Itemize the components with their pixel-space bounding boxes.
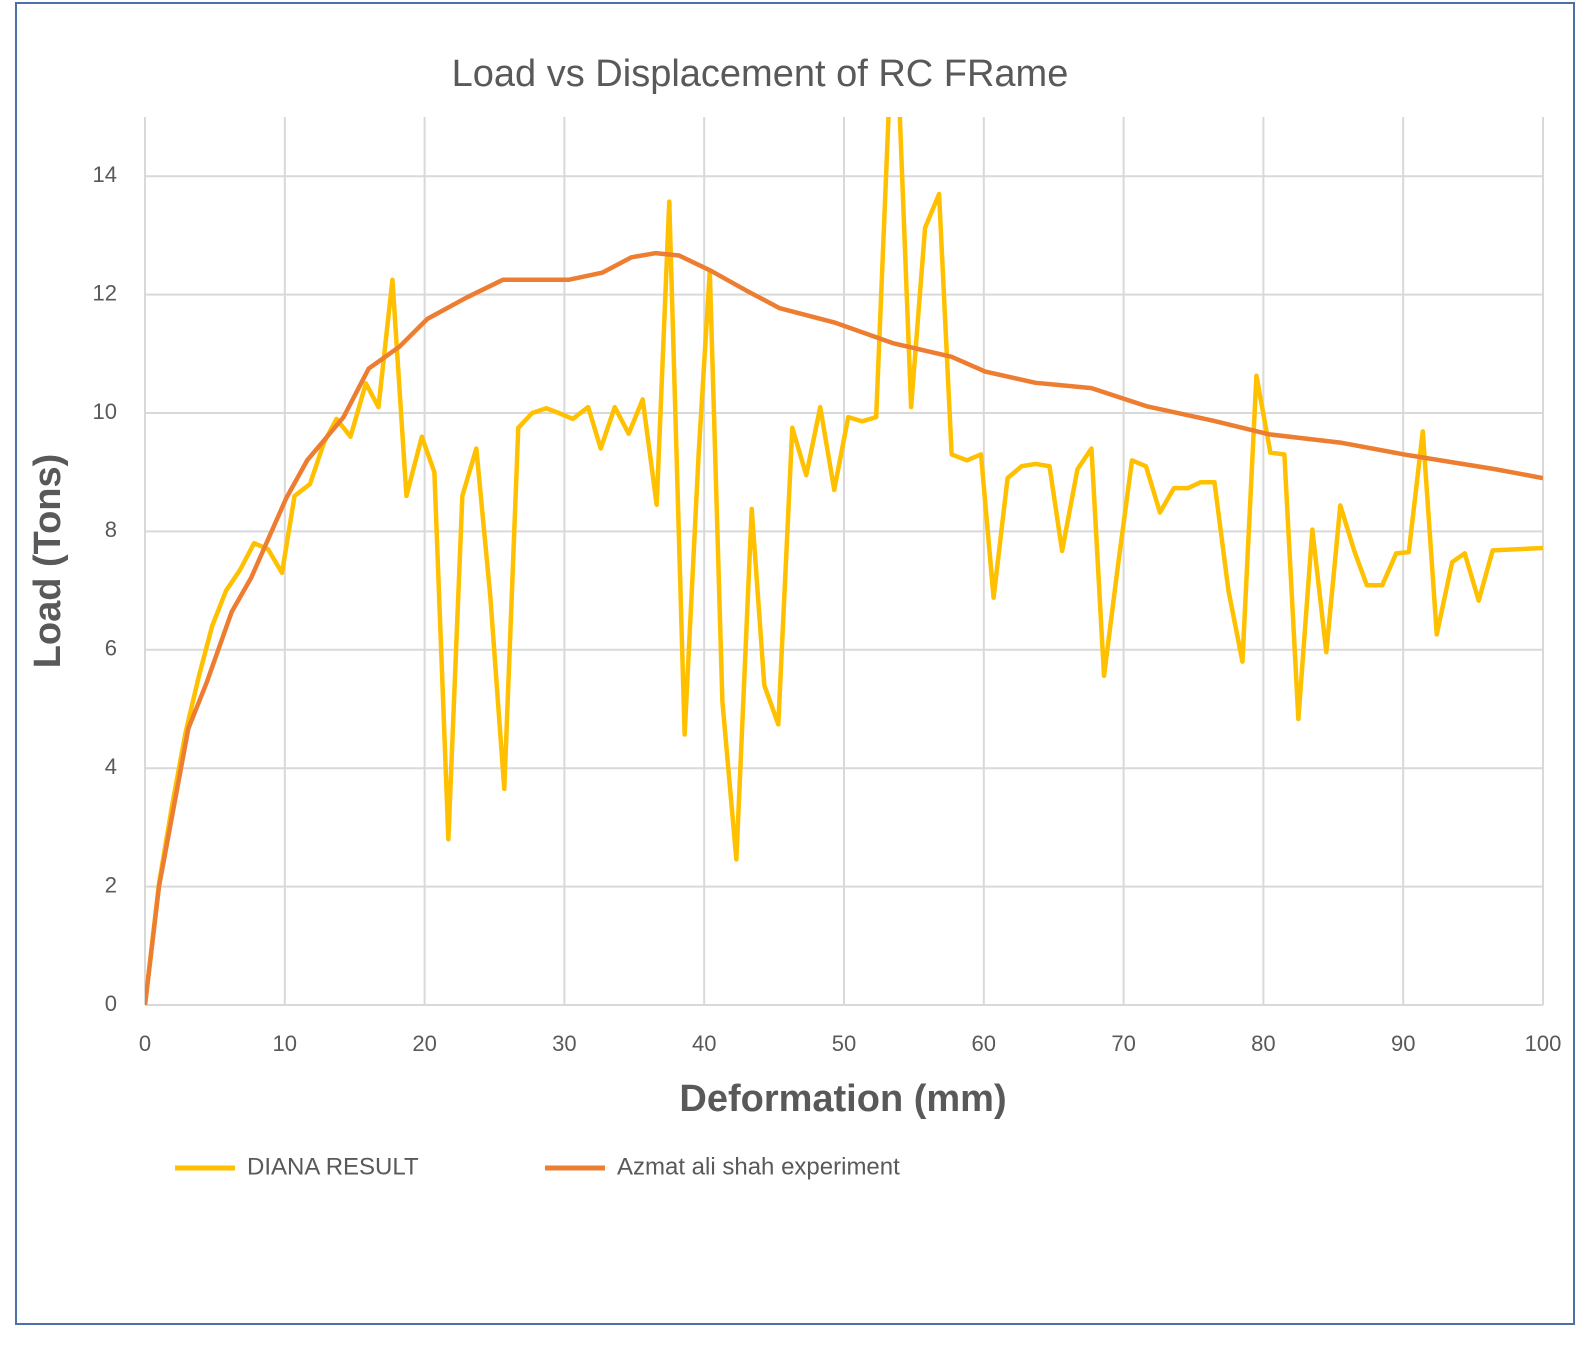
y-tick-label: 0 [105, 991, 117, 1016]
legend-label: DIANA RESULT [247, 1153, 419, 1180]
y-axis-label: Load (Tons) [27, 454, 69, 669]
x-tick-label: 90 [1391, 1031, 1415, 1056]
x-tick-label: 20 [412, 1031, 436, 1056]
y-tick-label: 10 [93, 399, 117, 424]
y-tick-label: 2 [105, 872, 117, 897]
y-tick-label: 12 [93, 280, 117, 305]
x-tick-label: 100 [1525, 1031, 1562, 1056]
x-tick-label: 0 [139, 1031, 151, 1056]
legend-label: Azmat ali shah experiment [617, 1153, 900, 1180]
x-tick-label: 50 [832, 1031, 856, 1056]
x-tick-label: 10 [273, 1031, 297, 1056]
chart-border [15, 2, 1575, 1325]
x-tick-label: 60 [972, 1031, 996, 1056]
x-axis-label: Deformation (mm) [679, 1078, 1006, 1120]
series-line [145, 117, 1543, 1005]
y-tick-label: 6 [105, 636, 117, 661]
y-tick-label: 8 [105, 517, 117, 542]
y-tick-label: 4 [105, 754, 117, 779]
chart-title: Load vs Displacement of RC FRame [452, 53, 1069, 95]
x-tick-label: 70 [1111, 1031, 1135, 1056]
y-tick-label: 14 [93, 162, 117, 187]
series-line [145, 250, 1543, 1005]
x-tick-label: 40 [692, 1031, 716, 1056]
x-tick-label: 80 [1251, 1031, 1275, 1056]
x-tick-label: 30 [552, 1031, 576, 1056]
plot-area [145, 117, 1543, 1005]
